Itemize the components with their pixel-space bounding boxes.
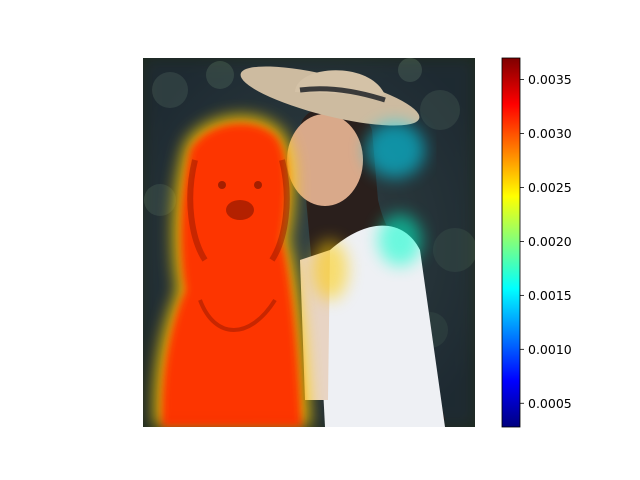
colorbar-fill: [502, 58, 520, 427]
colorbar: 0.0005 0.0010 0.0015 0.0020 0.0025 0.0030 0.00…: [502, 58, 572, 427]
colorbar-tick-label: 0.0035: [528, 72, 572, 87]
colorbar-tick-label: 0.0010: [528, 342, 572, 357]
colorbar-tick-label: 0.0005: [528, 396, 572, 411]
colorbar-tick-label: 0.0030: [528, 126, 572, 141]
face: [287, 114, 363, 206]
colorbar-ticks: 0.0005 0.0010 0.0015 0.0020 0.0025 0.0030 0.00…: [520, 72, 572, 411]
colorbar-tick-label: 0.0020: [528, 234, 572, 249]
heatmap-image: [143, 54, 477, 427]
colorbar-tick-label: 0.0025: [528, 180, 572, 195]
colorbar-tick-label: 0.0015: [528, 288, 572, 303]
